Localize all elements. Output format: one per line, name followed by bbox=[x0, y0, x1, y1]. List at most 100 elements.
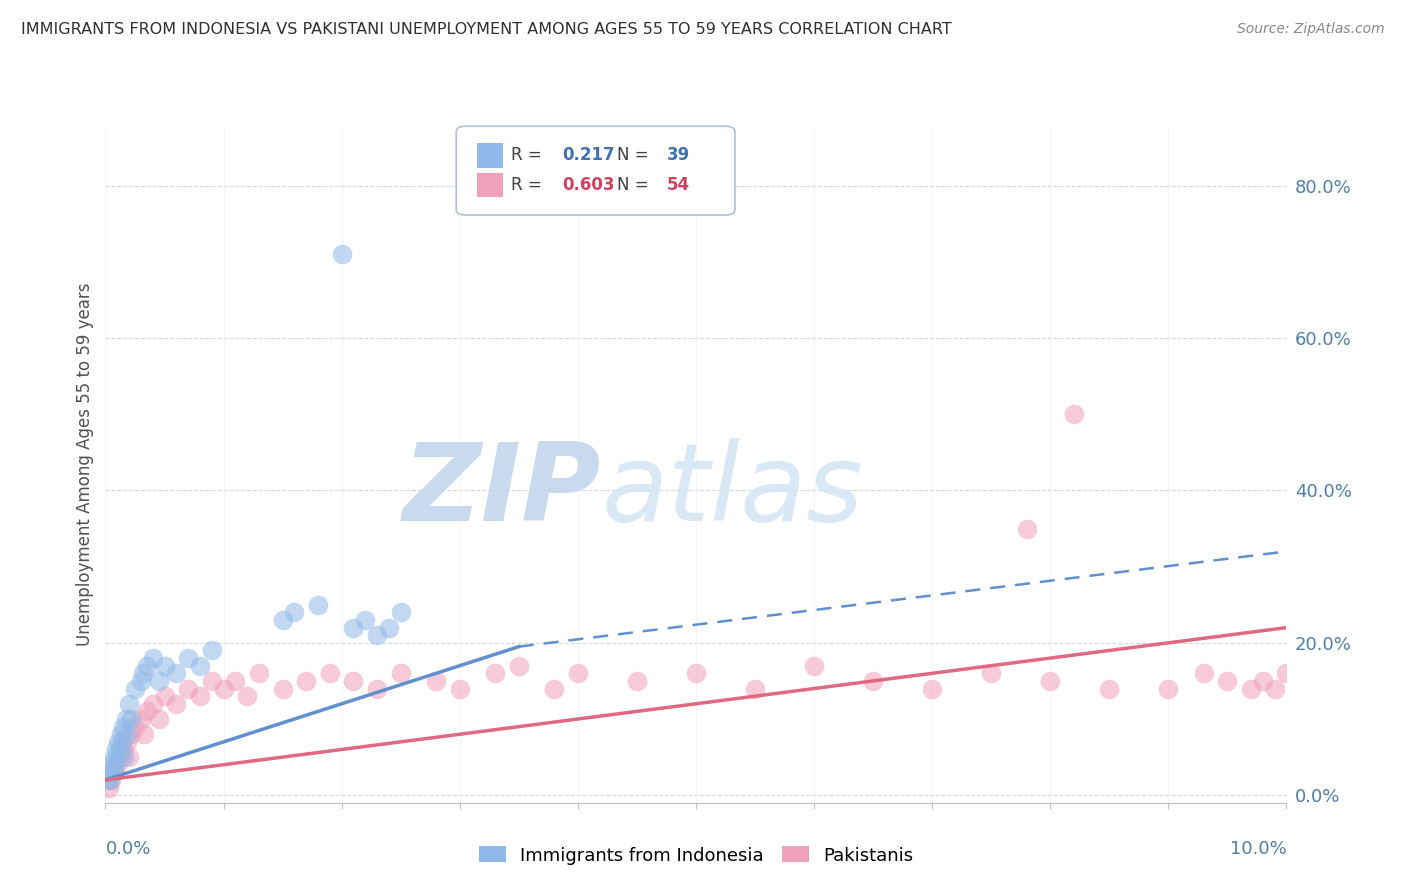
Point bbox=[295, 673, 318, 688]
Point bbox=[389, 666, 412, 681]
Point bbox=[980, 666, 1002, 681]
Point bbox=[110, 750, 132, 764]
Point bbox=[98, 780, 121, 795]
Point bbox=[153, 689, 176, 703]
Point bbox=[129, 712, 152, 726]
Text: atlas: atlas bbox=[602, 439, 863, 543]
Text: 10.0%: 10.0% bbox=[1230, 840, 1286, 858]
Text: ZIP: ZIP bbox=[404, 438, 602, 544]
Point bbox=[201, 643, 224, 657]
Point bbox=[101, 765, 124, 780]
Point bbox=[120, 727, 142, 741]
FancyBboxPatch shape bbox=[456, 127, 735, 215]
Point bbox=[107, 735, 129, 749]
Point bbox=[114, 712, 136, 726]
Point bbox=[921, 681, 943, 696]
Point bbox=[1192, 666, 1215, 681]
Point bbox=[1039, 673, 1062, 688]
Y-axis label: Unemployment Among Ages 55 to 59 years: Unemployment Among Ages 55 to 59 years bbox=[76, 282, 94, 646]
Point bbox=[115, 727, 138, 741]
Point bbox=[354, 613, 377, 627]
Text: IMMIGRANTS FROM INDONESIA VS PAKISTANI UNEMPLOYMENT AMONG AGES 55 TO 59 YEARS CO: IMMIGRANTS FROM INDONESIA VS PAKISTANI U… bbox=[21, 22, 952, 37]
Point bbox=[134, 727, 156, 741]
Point bbox=[120, 712, 142, 726]
Point bbox=[105, 750, 128, 764]
Point bbox=[449, 681, 471, 696]
Point bbox=[148, 712, 170, 726]
Point bbox=[135, 705, 157, 719]
Point bbox=[118, 697, 141, 711]
Point bbox=[112, 750, 135, 764]
Text: R =: R = bbox=[510, 177, 547, 194]
Point bbox=[319, 666, 342, 681]
Text: 0.0%: 0.0% bbox=[105, 840, 150, 858]
Point bbox=[1098, 681, 1121, 696]
Point bbox=[271, 613, 294, 627]
Point bbox=[103, 765, 125, 780]
Point bbox=[1264, 681, 1286, 696]
Point bbox=[188, 689, 211, 703]
Point bbox=[626, 673, 648, 688]
Point bbox=[247, 666, 270, 681]
Point bbox=[1240, 681, 1263, 696]
Point bbox=[389, 606, 412, 620]
Text: 0.217: 0.217 bbox=[562, 146, 616, 164]
Point bbox=[425, 673, 447, 688]
Point bbox=[124, 720, 146, 734]
Point bbox=[100, 772, 122, 787]
Point bbox=[1157, 681, 1180, 696]
Point bbox=[283, 606, 305, 620]
Point bbox=[105, 757, 128, 772]
Legend: Immigrants from Indonesia, Pakistanis: Immigrants from Indonesia, Pakistanis bbox=[471, 839, 921, 871]
Point bbox=[165, 697, 187, 711]
Point bbox=[124, 681, 146, 696]
Point bbox=[142, 651, 165, 665]
Text: N =: N = bbox=[617, 146, 654, 164]
Point bbox=[378, 621, 401, 635]
Point bbox=[744, 681, 766, 696]
Point bbox=[543, 681, 565, 696]
Point bbox=[100, 757, 122, 772]
Point bbox=[236, 689, 259, 703]
Text: 54: 54 bbox=[666, 177, 689, 194]
Point bbox=[330, 247, 353, 261]
Point bbox=[188, 658, 211, 673]
Point bbox=[342, 673, 364, 688]
Point bbox=[567, 666, 589, 681]
Point bbox=[104, 757, 127, 772]
Point bbox=[98, 765, 121, 780]
Point bbox=[366, 681, 388, 696]
Point bbox=[142, 697, 165, 711]
Text: 0.603: 0.603 bbox=[562, 177, 614, 194]
Point bbox=[1015, 522, 1038, 536]
Point bbox=[108, 742, 131, 756]
Text: Source: ZipAtlas.com: Source: ZipAtlas.com bbox=[1237, 22, 1385, 37]
Text: R =: R = bbox=[510, 146, 547, 164]
Point bbox=[366, 628, 388, 642]
Point bbox=[118, 750, 141, 764]
Point bbox=[484, 666, 506, 681]
Point bbox=[115, 735, 138, 749]
Point bbox=[685, 666, 707, 681]
Point bbox=[105, 742, 128, 756]
Point bbox=[103, 750, 125, 764]
FancyBboxPatch shape bbox=[478, 144, 503, 168]
Point bbox=[803, 658, 825, 673]
Point bbox=[271, 681, 294, 696]
Point bbox=[1063, 407, 1085, 421]
Point bbox=[153, 658, 176, 673]
Point bbox=[112, 720, 135, 734]
Text: 39: 39 bbox=[666, 146, 690, 164]
Point bbox=[862, 673, 884, 688]
Point bbox=[165, 666, 187, 681]
Point bbox=[129, 673, 152, 688]
Point bbox=[212, 681, 235, 696]
Point bbox=[307, 598, 329, 612]
Point bbox=[111, 735, 134, 749]
FancyBboxPatch shape bbox=[478, 173, 503, 197]
Point bbox=[98, 772, 121, 787]
Point bbox=[1275, 666, 1298, 681]
Point bbox=[97, 772, 120, 787]
Point bbox=[224, 673, 246, 688]
Point bbox=[148, 673, 170, 688]
